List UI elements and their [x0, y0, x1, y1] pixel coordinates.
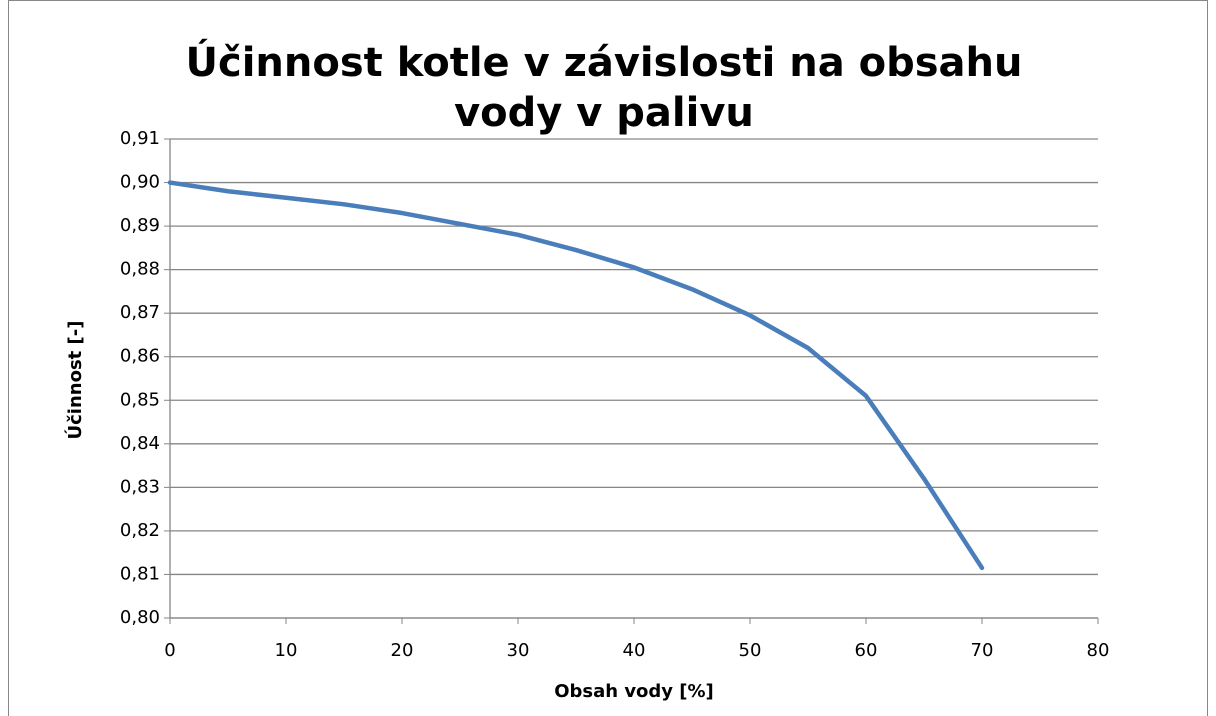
x-axis-label: Obsah vody [%] [554, 681, 714, 702]
y-tick-label: 0,90 [120, 172, 160, 193]
y-tick-label: 0,86 [120, 346, 160, 367]
x-tick-label: 40 [623, 640, 646, 661]
y-tick-label: 0,80 [120, 607, 160, 628]
x-tick-label: 60 [855, 640, 878, 661]
y-tick-label: 0,85 [120, 389, 160, 410]
chart-title: Účinnost kotle v závislosti na obsahu vo… [185, 40, 1023, 136]
line-series [167, 180, 985, 571]
x-tick-label: 0 [164, 640, 175, 661]
y-tick-label: 0,82 [120, 520, 160, 541]
y-axis-label: Účinnost [-] [64, 321, 86, 440]
x-tick-label: 70 [971, 640, 994, 661]
y-tick-label: 0,88 [120, 259, 160, 280]
x-tick-label: 80 [1087, 640, 1110, 661]
y-tick-label: 0,84 [120, 433, 160, 454]
x-tick-label: 20 [391, 640, 414, 661]
y-tick-label: 0,83 [120, 476, 160, 497]
x-tick-label: 10 [275, 640, 298, 661]
y-tick-label: 0,89 [120, 215, 160, 236]
y-tick-label: 0,81 [120, 563, 160, 584]
y-tick-label: 0,87 [120, 302, 160, 323]
x-tick-label: 50 [739, 640, 762, 661]
x-tick-label: 30 [507, 640, 530, 661]
y-tick-label: 0,91 [120, 128, 160, 149]
chart-border [8, 0, 1208, 716]
